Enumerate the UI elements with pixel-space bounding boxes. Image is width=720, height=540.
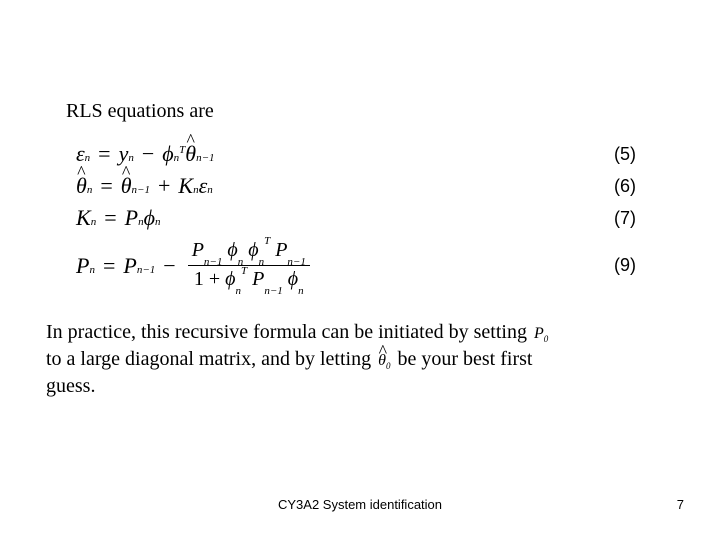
body-line3: guess. xyxy=(46,375,95,397)
equation-7: Kn = Pn ϕn (7) xyxy=(76,205,636,231)
body-line1a: In practice, this recursive formula can … xyxy=(46,321,532,343)
body-line2b: be your best first xyxy=(397,348,532,370)
equation-6: θn = θn−1 + Kn εn (6) xyxy=(76,173,636,199)
equation-7-body: Kn = Pn ϕn xyxy=(76,205,160,231)
symbol-p0: P0 xyxy=(534,325,548,342)
equation-5: εn = yn − ϕnT θn−1 (5) xyxy=(76,141,636,167)
heading: RLS equations are xyxy=(66,100,680,123)
equation-6-number: (6) xyxy=(614,176,636,197)
symbol-theta0: θ0 xyxy=(378,352,390,369)
equations-block: εn = yn − ϕnT θn−1 (5) θn = θn−1 + Kn εn… xyxy=(76,141,680,295)
equation-7-number: (7) xyxy=(614,208,636,229)
equation-5-number: (5) xyxy=(614,144,636,165)
slide: RLS equations are εn = yn − ϕnT θn−1 (5)… xyxy=(0,0,720,540)
equation-9-body: Pn = Pn−1 − Pn−1 ϕn ϕnT Pn−1 1 + ϕnT Pn−… xyxy=(76,237,314,295)
equation-9: Pn = Pn−1 − Pn−1 ϕn ϕnT Pn−1 1 + ϕnT Pn−… xyxy=(76,237,636,295)
footer-text: CY3A2 System identification xyxy=(0,497,720,512)
equation-6-body: θn = θn−1 + Kn εn xyxy=(76,173,213,199)
body-line2a: to a large diagonal matrix, and by letti… xyxy=(46,348,376,370)
body-paragraph: In practice, this recursive formula can … xyxy=(46,319,660,400)
page-number: 7 xyxy=(677,497,684,512)
equation-5-body: εn = yn − ϕnT θn−1 xyxy=(76,141,215,167)
equation-9-number: (9) xyxy=(614,255,636,276)
